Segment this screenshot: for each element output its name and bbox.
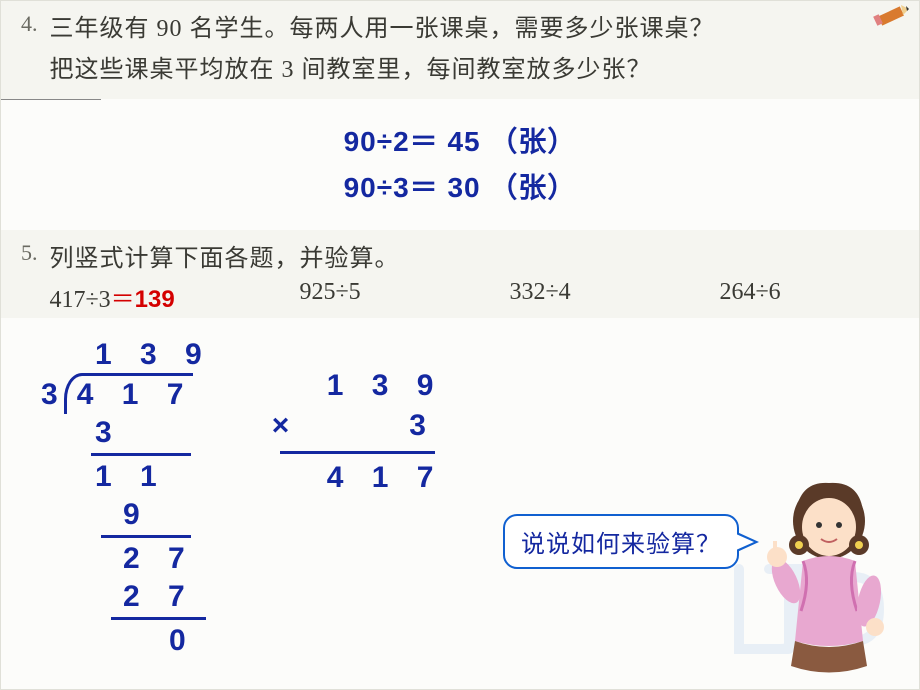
mult-result: 4 1 7	[272, 458, 444, 499]
ld-step: 1 1	[41, 458, 212, 496]
expr: 417÷3	[50, 287, 111, 313]
q4-line2: 把这些课桌平均放在 3 间教室里，每间教室放多少张？	[50, 50, 715, 91]
multiplication-check: 1 3 9 × 3 4 1 7	[272, 366, 444, 499]
speech-bubble: 说说如何来验算？	[503, 514, 739, 569]
q5-body: 列竖式计算下面各题，并验算。 417÷3＝139 925÷5 332÷4 264…	[50, 238, 900, 314]
girl-illustration	[751, 471, 901, 681]
expr: 90÷2＝	[344, 126, 439, 157]
q4-answer-1: 90÷2＝ 45 （张）	[1, 120, 919, 160]
ld-step: 2 7	[41, 540, 212, 578]
q4-answer-2: 90÷3＝ 30 （张）	[1, 166, 919, 206]
dividend: 4 1 7	[64, 373, 194, 414]
bubble-text: 说说如何来验算？	[521, 532, 721, 558]
quotient: 1 3 9	[41, 336, 212, 374]
mult-top: 1 3 9	[272, 366, 444, 407]
divider-line	[1, 99, 101, 100]
q4-line1: 三年级有 90 名学生。每两人用一张课桌，需要多少张课桌？	[50, 9, 715, 50]
ld-step: 2 7	[41, 578, 212, 616]
ld-step: 0	[41, 622, 212, 660]
q5-item-3: 332÷4	[510, 279, 720, 314]
problem-4: 4. 三年级有 90 名学生。每两人用一张课桌，需要多少张课桌？ 把这些课桌平均…	[1, 1, 919, 99]
ld-line	[91, 453, 191, 456]
problem-5: 5. 列竖式计算下面各题，并验算。 417÷3＝139 925÷5 332÷4 …	[1, 230, 919, 318]
q5-item-2: 925÷5	[300, 279, 510, 314]
ld-line	[111, 617, 206, 620]
equals: ＝	[111, 287, 135, 313]
unit: （张）	[489, 173, 576, 204]
expr: 90÷3＝	[344, 172, 439, 203]
ld-step: 9	[41, 496, 212, 534]
q5-title: 列竖式计算下面各题，并验算。	[50, 238, 900, 273]
q4-text: 三年级有 90 名学生。每两人用一张课桌，需要多少张课桌？ 把这些课桌平均放在 …	[50, 9, 715, 91]
long-division: 1 3 9 3 4 1 7 3 1 19 2 72 7 0	[41, 336, 212, 660]
ld-step: 3	[41, 414, 212, 452]
q4-answers: 90÷2＝ 45 （张） 90÷3＝ 30 （张）	[1, 104, 919, 230]
q5-item-1: 417÷3＝139	[50, 279, 300, 314]
answer: 139	[135, 286, 175, 313]
mult-operator: × 3	[272, 406, 444, 447]
q4-number: 4.	[21, 9, 38, 37]
q5-expressions: 417÷3＝139 925÷5 332÷4 264÷6	[50, 279, 900, 314]
value: 45	[447, 126, 480, 157]
division-steps: 3 1 19 2 72 7 0	[41, 414, 212, 660]
mult-line	[280, 451, 435, 454]
unit: （张）	[489, 127, 576, 158]
ld-line	[101, 535, 191, 538]
q5-item-4: 264÷6	[720, 279, 880, 314]
divisor: 3	[41, 376, 64, 414]
q5-number: 5.	[21, 238, 38, 266]
value: 30	[447, 172, 480, 203]
pencil-decoration	[869, 0, 917, 33]
division-row: 3 4 1 7	[41, 373, 212, 414]
